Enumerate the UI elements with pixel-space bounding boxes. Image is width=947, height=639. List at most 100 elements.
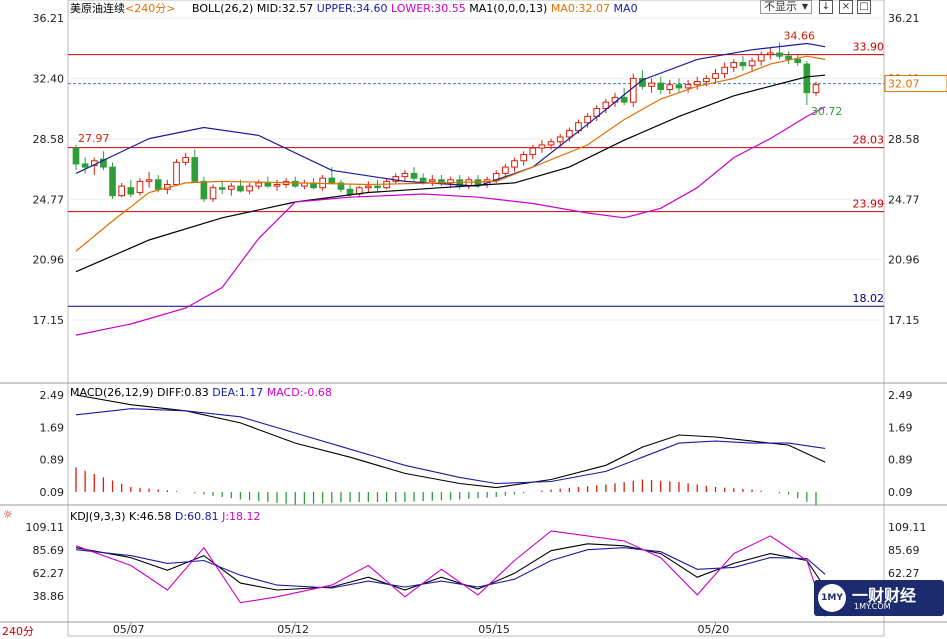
- candle-body: [694, 82, 700, 85]
- candle-body: [740, 63, 746, 66]
- candle-body: [174, 162, 180, 184]
- level-label: 28.03: [853, 134, 885, 147]
- axis-labels: 36.2136.2132.4032.4028.5828.5824.7724.77…: [33, 12, 947, 636]
- maximize-button[interactable]: □: [857, 0, 871, 14]
- candle-body: [219, 188, 225, 190]
- kdj-tick-label-left: 109.11: [26, 521, 65, 534]
- level-label: 23.99: [853, 198, 885, 211]
- candle-body: [758, 55, 764, 61]
- symbol-title: 美原油连续<240分>: [70, 1, 175, 15]
- high-annotation: 34.66: [783, 30, 815, 43]
- boll-header-item: MA0:32.07: [547, 2, 610, 15]
- candle-body: [749, 61, 755, 66]
- candle-body: [567, 131, 573, 137]
- candle-body: [375, 186, 381, 188]
- kdj-tick-label-left: 62.27: [33, 567, 65, 580]
- close-button[interactable]: ×: [839, 0, 853, 14]
- candle-body: [247, 186, 253, 191]
- candle-body: [804, 64, 810, 93]
- macd-header: MACD(26,12,9) DIFF:0.83 DEA:1.17 MACD:-0…: [70, 386, 332, 399]
- price-tick-label-left: 28.58: [33, 133, 65, 146]
- kdj-d-line: [76, 548, 825, 588]
- candle-body: [119, 186, 125, 196]
- candle-body: [795, 59, 801, 62]
- candle-body: [201, 181, 207, 198]
- low-annotation: 30.72: [811, 105, 843, 118]
- x-axis-label: 05/07: [113, 623, 145, 636]
- candle-body: [521, 154, 527, 160]
- candle-body: [73, 148, 79, 164]
- boll-header-item: LOWER:30.55: [388, 2, 466, 15]
- candle-body: [82, 164, 88, 167]
- kdj-tick-label-right: 62.27: [888, 567, 920, 580]
- watermark-icon: 1MY: [818, 584, 846, 612]
- price-tick-label-right: 17.15: [888, 314, 920, 327]
- macd-dea-line: [76, 409, 825, 484]
- kdj-header-item: K:46.58: [126, 510, 172, 523]
- candle-body: [676, 85, 682, 88]
- macd-tick-label-left: 0.09: [40, 486, 65, 499]
- candle-body: [411, 173, 417, 178]
- boll-header: BOLL(26,2) MID:32.57 UPPER:34.60 LOWER:3…: [192, 2, 638, 15]
- macd-tick-label-right: 0.09: [888, 486, 913, 499]
- macd-header-item: DEA:1.17: [209, 386, 263, 399]
- price-tick-label-left: 36.21: [33, 12, 65, 25]
- boll-header-item: MA1(0,0,0,13): [466, 2, 548, 15]
- candle-body: [530, 148, 536, 154]
- move-down-button[interactable]: ↓: [819, 0, 833, 14]
- candle-body: [329, 178, 335, 183]
- x-axis-label: 05/12: [277, 623, 309, 636]
- kdj-header-item: J:18.12: [219, 510, 261, 523]
- candle-body: [228, 186, 234, 189]
- kdj-tick-label-left: 85.69: [33, 544, 65, 557]
- candle-body: [512, 161, 518, 167]
- kdj-j-line: [76, 531, 825, 617]
- candle-body: [667, 85, 673, 90]
- candle-body: [366, 186, 372, 188]
- x-axis-label: 05/20: [698, 623, 730, 636]
- watermark-url: 1MY.COM: [854, 602, 891, 611]
- candle-body: [658, 83, 664, 89]
- macd-tick-label-left: 2.49: [40, 389, 65, 402]
- boll-header-item: MA0: [610, 2, 638, 15]
- ma0-line: [76, 56, 825, 251]
- kdj-header: KDJ(9,3,3) K:46.58 D:60.81 J:18.12: [70, 510, 261, 523]
- display-dropdown-label: 不显示: [764, 0, 797, 13]
- display-dropdown[interactable]: 不显示 ▼: [760, 0, 812, 14]
- timeframe-button[interactable]: 240分: [2, 623, 34, 639]
- level-label: 33.90: [853, 41, 885, 54]
- macd-header-item: MACD(26,12,9): [70, 386, 154, 399]
- macd-tick-label-right: 0.89: [888, 454, 913, 467]
- candle-body: [713, 74, 719, 79]
- candle-body: [347, 189, 353, 194]
- candle-body: [722, 67, 728, 73]
- candle-body: [630, 78, 636, 102]
- candle-body: [585, 116, 591, 122]
- candle-body: [767, 53, 773, 55]
- chevron-down-icon: ▼: [802, 1, 808, 13]
- candle-body: [155, 180, 161, 190]
- candle-body: [274, 185, 280, 187]
- kdj-panel: 109.11109.1185.6985.6962.2762.2738.8638.…: [26, 521, 927, 617]
- price-tick-label-right: 20.96: [888, 254, 920, 267]
- candle-body: [731, 63, 737, 68]
- boll-mid-line: [76, 75, 825, 272]
- macd-header-item: DIFF:0.83: [154, 386, 209, 399]
- macd-tick-label-left: 0.89: [40, 454, 65, 467]
- candle-body: [548, 142, 554, 145]
- price-tick-label-right: 24.77: [888, 193, 920, 206]
- candle-body: [685, 85, 691, 88]
- candle-body: [420, 178, 426, 181]
- price-tick-label-left: 17.15: [33, 314, 65, 327]
- candlesticks: [73, 43, 819, 202]
- symbol-name: 美原油连续: [70, 1, 125, 15]
- candle-body: [503, 167, 509, 173]
- candle-body: [137, 181, 143, 192]
- macd-tick-label-right: 1.69: [888, 421, 913, 434]
- boll-header-item: UPPER:34.60: [313, 2, 387, 15]
